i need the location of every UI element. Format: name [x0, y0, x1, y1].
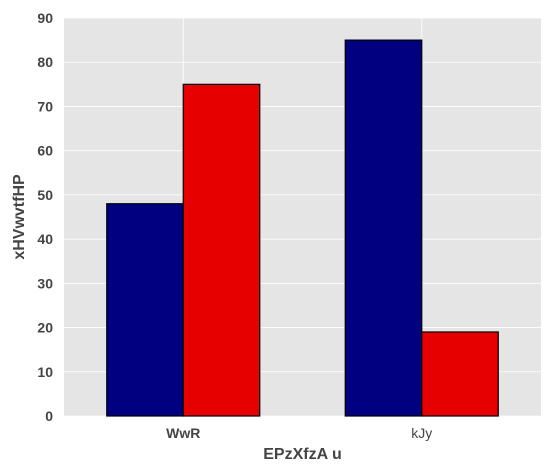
bars	[106, 39, 499, 417]
y-tick-label: 30	[37, 275, 53, 291]
x-tick-label: WwR	[166, 425, 200, 441]
bar-kJy-series-1	[344, 39, 423, 417]
bar-kJy-series-2	[421, 331, 499, 417]
y-axis-ticks: 0 10 20 30 40 50 60 70 80 90	[37, 10, 53, 424]
y-axis-title: xHVwvtfHP	[11, 174, 28, 260]
y-tick-label: 0	[45, 408, 53, 424]
y-tick-label: 90	[37, 10, 53, 26]
x-axis-title: EPzXfzA u	[263, 446, 342, 463]
y-tick-label: 70	[37, 98, 53, 114]
y-tick-label: 20	[37, 320, 53, 336]
x-axis-ticks: WwR kJy	[166, 425, 432, 441]
bar-WwR-series-2	[182, 83, 261, 417]
y-tick-label: 60	[37, 143, 53, 159]
bar-WwR-series-1	[106, 203, 184, 417]
y-tick-label: 40	[37, 231, 53, 247]
y-tick-label: 10	[37, 364, 53, 380]
y-tick-label: 80	[37, 54, 53, 70]
x-tick-label: kJy	[411, 425, 432, 441]
y-tick-label: 50	[37, 187, 53, 203]
